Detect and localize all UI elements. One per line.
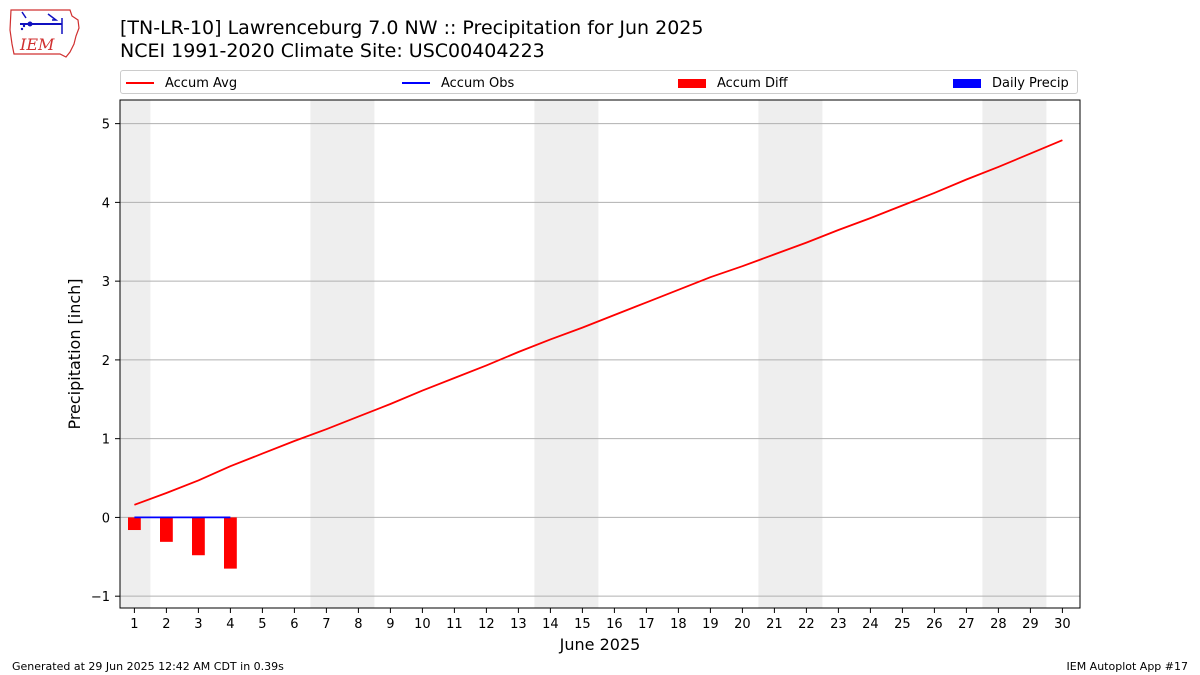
x-tick-label: 28 (990, 617, 1007, 632)
weekend-band (310, 100, 375, 608)
x-tick-label: 25 (894, 617, 911, 632)
y-tick-label: 4 (102, 196, 110, 211)
legend-item: Accum Avg (126, 74, 237, 92)
x-tick-label: 24 (862, 617, 879, 632)
legend-label: Accum Diff (717, 75, 788, 91)
weekend-band (758, 100, 823, 608)
x-tick-label: 10 (414, 617, 431, 632)
x-tick-label: 23 (830, 617, 847, 632)
chart-legend: Accum Avg Accum Obs Accum Diff Daily Precip (120, 70, 1078, 94)
x-tick-label: 14 (542, 617, 559, 632)
plot-frame (119, 99, 1081, 609)
weekend-band (534, 100, 599, 608)
legend-patch-swatch (953, 78, 981, 88)
x-tick-label: 27 (958, 617, 975, 632)
chart-title-line1: [TN-LR-10] Lawrenceburg 7.0 NW :: Precip… (120, 17, 704, 39)
x-tick-label: 3 (194, 617, 202, 632)
x-tick-label: 11 (446, 617, 463, 632)
legend-item: Daily Precip (953, 74, 1069, 92)
weekend-band (982, 100, 1047, 608)
x-tick-label: 7 (322, 617, 330, 632)
x-tick-label: 19 (702, 617, 719, 632)
accum-diff-bar (224, 517, 237, 569)
y-tick-label: −1 (91, 590, 110, 605)
legend-item: Accum Obs (402, 74, 514, 92)
x-tick-label: 29 (1022, 617, 1039, 632)
x-tick-label: 12 (478, 617, 495, 632)
accum-diff-bar (128, 517, 141, 531)
x-tick-label: 13 (510, 617, 527, 632)
legend-patch-swatch (678, 78, 706, 88)
x-tick-label: 26 (926, 617, 943, 632)
app-credit: IEM Autoplot App #17 (1066, 660, 1189, 673)
legend-item: Accum Diff (678, 74, 788, 92)
y-tick-label: 5 (102, 118, 110, 133)
x-tick-label: 17 (638, 617, 655, 632)
x-tick-label: 4 (226, 617, 234, 632)
legend-label: Daily Precip (992, 75, 1069, 91)
x-tick-label: 21 (766, 617, 783, 632)
x-tick-label: 1 (130, 617, 138, 632)
iem-logo: IEM (9, 9, 80, 58)
x-tick-label: 9 (386, 617, 394, 632)
weekend-band (120, 100, 151, 608)
x-axis-label: June 2025 (559, 635, 641, 654)
x-tick-label: 16 (606, 617, 623, 632)
x-tick-label: 15 (574, 617, 591, 632)
chart-title-line2: NCEI 1991-2020 Climate Site: USC00404223 (120, 40, 545, 62)
accum-diff-bar (192, 517, 205, 556)
logo-text: IEM (19, 35, 55, 54)
y-tick-label: 2 (102, 354, 110, 369)
x-tick-label: 6 (290, 617, 298, 632)
x-tick-label: 8 (354, 617, 362, 632)
legend-line-swatch (402, 82, 430, 84)
y-tick-label: 3 (102, 275, 110, 290)
y-tick-label: 0 (102, 511, 110, 526)
legend-line-swatch (126, 82, 154, 84)
x-tick-label: 5 (258, 617, 266, 632)
accum-avg-line (134, 139, 1063, 506)
legend-label: Accum Obs (441, 75, 515, 91)
x-tick-label: 20 (734, 617, 751, 632)
x-tick-label: 18 (670, 617, 687, 632)
y-tick-label: 1 (102, 433, 110, 448)
x-tick-label: 30 (1054, 617, 1071, 632)
generated-timestamp: Generated at 29 Jun 2025 12:42 AM CDT in… (12, 660, 284, 673)
accum-diff-bar (160, 517, 173, 542)
x-tick-label: 22 (798, 617, 815, 632)
legend-label: Accum Avg (165, 75, 238, 91)
x-tick-label: 2 (162, 617, 170, 632)
y-axis-label: Precipitation [inch] (65, 278, 84, 429)
